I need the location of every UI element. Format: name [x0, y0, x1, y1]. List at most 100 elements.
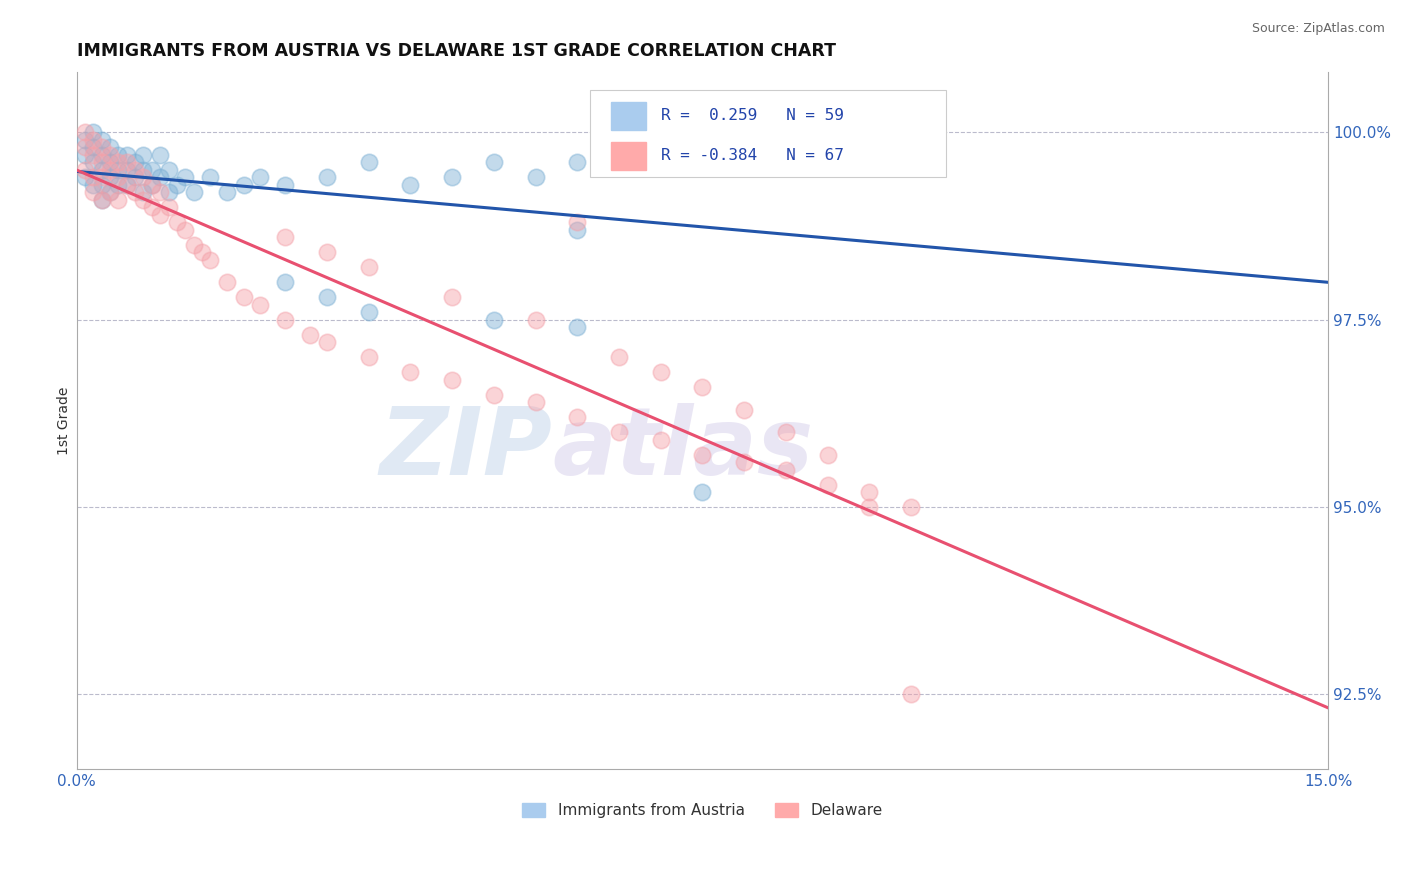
- Point: [858, 500, 880, 514]
- Point: [157, 186, 180, 200]
- Point: [183, 186, 205, 200]
- Point: [82, 186, 104, 200]
- Point: [132, 193, 155, 207]
- Point: [650, 365, 672, 379]
- Point: [107, 162, 129, 177]
- Point: [692, 448, 714, 462]
- Text: atlas: atlas: [553, 403, 814, 495]
- Point: [174, 170, 197, 185]
- Point: [141, 200, 163, 214]
- Point: [567, 215, 589, 229]
- Point: [82, 178, 104, 192]
- Point: [132, 148, 155, 162]
- Point: [249, 298, 271, 312]
- Point: [567, 320, 589, 334]
- Point: [107, 170, 129, 185]
- Text: Source: ZipAtlas.com: Source: ZipAtlas.com: [1251, 22, 1385, 36]
- Point: [75, 148, 97, 162]
- Text: R =  0.259   N = 59: R = 0.259 N = 59: [661, 108, 844, 123]
- Point: [107, 178, 129, 192]
- Point: [900, 687, 922, 701]
- Point: [115, 162, 138, 177]
- Point: [149, 208, 172, 222]
- Point: [357, 350, 380, 364]
- Point: [650, 433, 672, 447]
- Point: [149, 186, 172, 200]
- Text: R = -0.384   N = 67: R = -0.384 N = 67: [661, 148, 844, 163]
- Point: [75, 125, 97, 139]
- Point: [90, 140, 112, 154]
- Point: [441, 170, 464, 185]
- Point: [692, 485, 714, 500]
- Point: [482, 312, 505, 326]
- Point: [482, 387, 505, 401]
- Text: ZIP: ZIP: [380, 403, 553, 495]
- Point: [90, 162, 112, 177]
- Point: [232, 290, 254, 304]
- Point: [316, 245, 339, 260]
- Point: [274, 275, 297, 289]
- Point: [399, 365, 422, 379]
- Point: [82, 125, 104, 139]
- Point: [149, 148, 172, 162]
- Point: [692, 380, 714, 394]
- Point: [82, 133, 104, 147]
- Point: [299, 327, 322, 342]
- Point: [124, 155, 146, 169]
- Point: [124, 186, 146, 200]
- Point: [90, 133, 112, 147]
- Point: [107, 148, 129, 162]
- Point: [90, 193, 112, 207]
- Point: [274, 312, 297, 326]
- Point: [316, 290, 339, 304]
- Point: [132, 170, 155, 185]
- Point: [249, 170, 271, 185]
- Point: [200, 170, 222, 185]
- Point: [274, 230, 297, 244]
- Point: [733, 402, 755, 417]
- Point: [75, 162, 97, 177]
- Point: [124, 170, 146, 185]
- Point: [817, 140, 839, 154]
- Point: [200, 252, 222, 267]
- Point: [98, 155, 121, 169]
- Point: [900, 500, 922, 514]
- Point: [900, 125, 922, 139]
- Point: [90, 148, 112, 162]
- Point: [567, 410, 589, 425]
- Point: [75, 140, 97, 154]
- Point: [316, 170, 339, 185]
- Point: [357, 155, 380, 169]
- Point: [775, 425, 797, 439]
- Point: [115, 178, 138, 192]
- Point: [524, 312, 547, 326]
- Point: [157, 162, 180, 177]
- Point: [141, 178, 163, 192]
- Point: [524, 395, 547, 409]
- Point: [567, 155, 589, 169]
- Point: [82, 155, 104, 169]
- Point: [157, 200, 180, 214]
- Point: [166, 178, 188, 192]
- Point: [733, 148, 755, 162]
- Point: [98, 162, 121, 177]
- Text: IMMIGRANTS FROM AUSTRIA VS DELAWARE 1ST GRADE CORRELATION CHART: IMMIGRANTS FROM AUSTRIA VS DELAWARE 1ST …: [77, 42, 835, 60]
- Point: [775, 462, 797, 476]
- Point: [115, 148, 138, 162]
- Point: [124, 162, 146, 177]
- FancyBboxPatch shape: [589, 90, 946, 177]
- Point: [166, 215, 188, 229]
- Point: [607, 350, 630, 364]
- Bar: [612, 142, 647, 169]
- Point: [215, 275, 238, 289]
- Point: [75, 133, 97, 147]
- Point: [482, 155, 505, 169]
- Point: [524, 170, 547, 185]
- Point: [274, 178, 297, 192]
- Point: [733, 455, 755, 469]
- Point: [607, 425, 630, 439]
- Point: [141, 178, 163, 192]
- Point: [441, 290, 464, 304]
- Point: [650, 148, 672, 162]
- Point: [82, 170, 104, 185]
